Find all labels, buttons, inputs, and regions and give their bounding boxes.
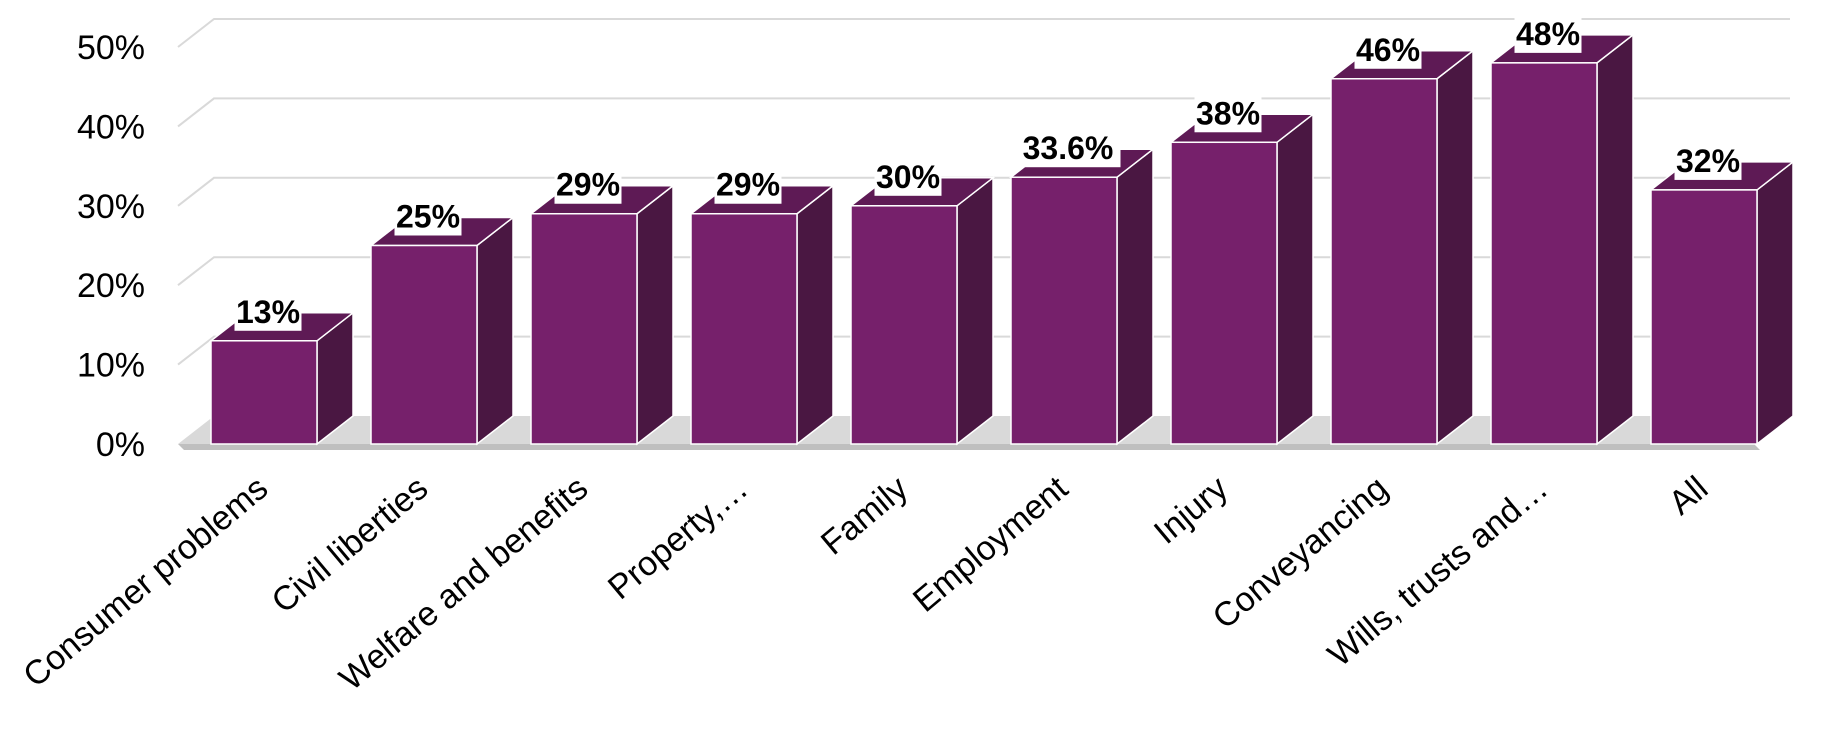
data-label-background [1674, 141, 1742, 180]
y-tick-label: 20% [77, 267, 145, 305]
bar-front-face [690, 212, 798, 445]
x-category-label: Injury [1147, 469, 1235, 552]
bar-side-face [636, 184, 674, 446]
data-label-text: 33.6% [1023, 130, 1114, 166]
bar-side-face [1596, 33, 1634, 446]
data-label: 46% [1354, 30, 1422, 69]
data-label-background [1514, 14, 1582, 53]
y-tick-label: 10% [77, 347, 145, 385]
data-label: 25% [394, 197, 462, 236]
bar [688, 184, 836, 446]
bar-side-face [1276, 112, 1314, 446]
bar [1648, 160, 1796, 446]
bar [1168, 112, 1316, 446]
y-tick-label: 40% [77, 108, 145, 146]
bar [1328, 49, 1476, 446]
data-label-text: 30% [876, 159, 940, 195]
x-category-label: Employment [906, 469, 1076, 620]
data-label-background [874, 157, 942, 196]
gridline [177, 97, 1790, 128]
bars [208, 33, 1796, 446]
x-category-label: All [1662, 469, 1715, 522]
bar-side-face [1436, 49, 1474, 446]
data-label-background [1015, 129, 1121, 168]
bar-front-face [530, 212, 638, 445]
data-label-text: 46% [1356, 32, 1420, 68]
data-label: 32% [1674, 141, 1742, 180]
x-category-label: Family [814, 469, 915, 562]
x-category-label: Property,… [601, 469, 755, 607]
bar-front-face [1650, 189, 1758, 445]
data-label-background [1194, 94, 1262, 133]
bar [848, 176, 996, 446]
data-label: 29% [714, 165, 782, 204]
data-label: 13% [234, 292, 302, 331]
data-labels: 13% 25% 29% 29% 30% 33.6% 38% 46% 48% 32% [234, 14, 1742, 331]
bar-front-face [210, 340, 318, 445]
bar-front-face [1490, 62, 1598, 445]
x-category-label: Civil liberties [265, 469, 436, 621]
data-label-text: 25% [396, 199, 460, 235]
y-tick-label: 50% [77, 29, 145, 67]
data-label-background [714, 165, 782, 204]
y-axis-tick-labels: 0% 10% 20% 30% 40% 50% [77, 29, 145, 464]
data-label-background [234, 292, 302, 331]
gridline [177, 18, 1790, 48]
bar [1488, 33, 1636, 446]
data-label: 48% [1514, 14, 1582, 53]
y-tick-label: 30% [77, 188, 145, 226]
bar [528, 184, 676, 446]
bar-front-face [370, 244, 478, 445]
chart-floor-edge [178, 444, 1760, 450]
bar [368, 215, 516, 446]
data-label-background [1354, 30, 1422, 69]
bar-front-face [850, 205, 958, 445]
x-category-label: Consumer problems [16, 469, 275, 695]
bar-front-face [1010, 176, 1118, 445]
bar-side-face [1756, 160, 1794, 446]
data-label: 30% [874, 157, 942, 196]
bar [1008, 147, 1156, 446]
data-label-background [554, 165, 622, 204]
data-label: 38% [1194, 94, 1262, 133]
bar-side-face [796, 184, 834, 446]
bar-side-face [1116, 147, 1154, 446]
data-label-text: 13% [236, 294, 300, 330]
data-label: 33.6% [1015, 129, 1121, 168]
bar-front-face [1330, 78, 1438, 445]
y-tick-label: 0% [96, 426, 145, 464]
data-label-text: 38% [1196, 95, 1260, 131]
data-label-text: 29% [716, 167, 780, 203]
bar-side-face [476, 215, 514, 446]
bar-side-face [956, 176, 994, 446]
data-label-text: 48% [1516, 16, 1580, 52]
data-label: 29% [554, 165, 622, 204]
data-label-text: 32% [1676, 143, 1740, 179]
bar-front-face [1170, 141, 1278, 445]
data-label-background [394, 197, 462, 236]
bar [208, 311, 356, 446]
data-label-text: 29% [556, 167, 620, 203]
